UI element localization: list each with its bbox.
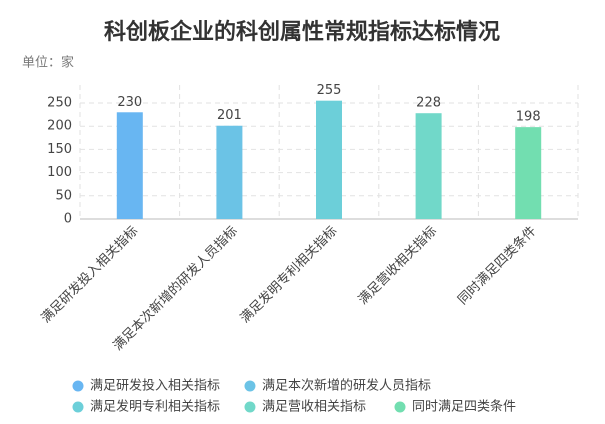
legend-label: 满足发明专利相关指标: [90, 399, 220, 415]
x-tick-label: 满足研发投入相关指标: [38, 223, 141, 326]
chart-title: 科创板企业的科创属性常规指标达标情况: [104, 19, 500, 45]
value-label: 255: [317, 83, 342, 98]
bar: [316, 100, 342, 219]
legend-marker: [244, 401, 256, 413]
x-tick-label: 满足营收相关指标: [356, 224, 440, 308]
legend-marker: [72, 380, 84, 392]
legend-marker: [394, 401, 406, 413]
legend-label: 满足本次新增的研发人员指标: [262, 378, 431, 394]
legend-marker: [244, 380, 256, 392]
y-tick-label: 50: [55, 188, 72, 203]
x-tick-label: 同时满足四类条件: [455, 223, 540, 308]
y-tick-label: 250: [47, 96, 72, 111]
value-label: 228: [416, 96, 441, 111]
unit-label: 单位：家: [22, 55, 74, 71]
value-label: 201: [217, 108, 242, 123]
legend-label: 满足研发投入相关指标: [90, 378, 220, 394]
value-label: 198: [516, 110, 541, 125]
legend-marker: [72, 401, 84, 413]
bar: [415, 113, 442, 219]
bar: [116, 112, 143, 219]
y-tick-label: 150: [47, 142, 72, 157]
y-tick-label: 200: [47, 119, 72, 134]
y-tick-label: 0: [64, 212, 72, 227]
x-tick-label: 满足发明专利相关指标: [237, 223, 340, 326]
value-label: 230: [117, 95, 142, 110]
bar: [515, 127, 542, 219]
legend-label: 同时满足四类条件: [412, 399, 516, 415]
legend-label: 满足营收相关指标: [262, 400, 366, 415]
bar: [216, 125, 243, 219]
y-tick-label: 100: [47, 165, 72, 180]
